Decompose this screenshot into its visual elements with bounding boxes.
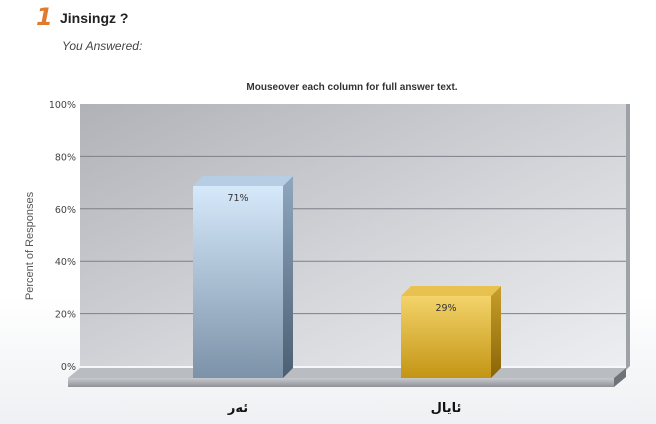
bar-front	[401, 296, 491, 378]
y-tick-label: 100%	[49, 100, 76, 111]
data-label: 71%	[227, 193, 248, 204]
chart-floor-front	[68, 378, 614, 387]
question-title: Jinsingz ?	[60, 10, 129, 26]
y-tick-label: 80%	[55, 152, 76, 163]
bar-side	[491, 286, 501, 378]
bar-2[interactable]: 29%	[401, 286, 501, 378]
bar-top	[401, 286, 501, 297]
data-label: 29%	[435, 303, 456, 314]
you-answered-label: You Answered:	[62, 39, 143, 53]
chart-floor-side	[614, 368, 626, 387]
y-tick-label: 40%	[55, 257, 76, 268]
bar-front	[193, 185, 283, 378]
x-category-label: ئايال	[431, 401, 462, 416]
chart-floor-top	[68, 368, 626, 378]
y-axis-label: Percent of Responses	[24, 191, 36, 300]
chart-title: Mouseover each column for full answer te…	[246, 82, 457, 93]
bar-top	[193, 175, 293, 186]
y-tick-label: 60%	[55, 205, 76, 216]
question-number: 1	[36, 3, 53, 31]
y-tick-label: 20%	[55, 310, 76, 321]
y-tick-label: 0%	[61, 362, 76, 373]
plot-area	[80, 104, 628, 366]
bar-side	[283, 175, 293, 378]
x-category-label: ئەر	[227, 401, 248, 416]
plot-right-edge	[626, 104, 630, 370]
bar-1[interactable]: 71%	[193, 175, 293, 378]
